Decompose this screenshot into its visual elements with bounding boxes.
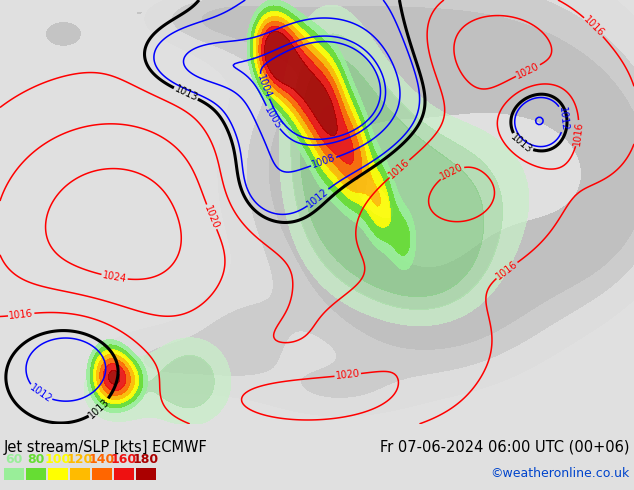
Bar [4,468,24,480]
Text: 1008: 1008 [311,153,337,171]
Text: 1016: 1016 [387,157,412,180]
Bar [136,468,156,480]
Text: 1024: 1024 [101,270,127,284]
Text: 160: 160 [111,453,137,466]
Text: 140: 140 [89,453,115,466]
Text: 1013: 1013 [172,84,199,103]
Text: 1016: 1016 [494,259,519,282]
Bar [70,468,90,480]
Text: 1020: 1020 [438,162,465,182]
Bar [26,468,46,480]
Text: 1012: 1012 [306,186,331,209]
Bar [114,468,134,480]
Text: 1004: 1004 [256,73,273,99]
Text: 1016: 1016 [581,15,606,39]
Text: Jet stream/SLP [kts] ECMWF: Jet stream/SLP [kts] ECMWF [4,440,208,455]
Text: 1005: 1005 [262,104,283,131]
Text: Fr 07-06-2024 06:00 UTC (00+06): Fr 07-06-2024 06:00 UTC (00+06) [380,440,630,455]
Text: 80: 80 [27,453,44,466]
Text: 1016: 1016 [8,308,34,321]
Text: 1020: 1020 [515,61,541,80]
Text: 1020: 1020 [202,204,221,230]
Text: 1013: 1013 [87,396,112,420]
Text: 1012: 1012 [557,106,569,132]
Text: 180: 180 [133,453,159,466]
Text: 60: 60 [5,453,23,466]
Bar [48,468,68,480]
Bar [92,468,112,480]
Text: 1020: 1020 [335,368,361,381]
Text: 1012: 1012 [27,382,53,405]
Text: 100: 100 [45,453,71,466]
Text: 120: 120 [67,453,93,466]
Text: 1013: 1013 [509,132,534,155]
Text: ©weatheronline.co.uk: ©weatheronline.co.uk [491,467,630,480]
Text: 1016: 1016 [572,121,585,146]
